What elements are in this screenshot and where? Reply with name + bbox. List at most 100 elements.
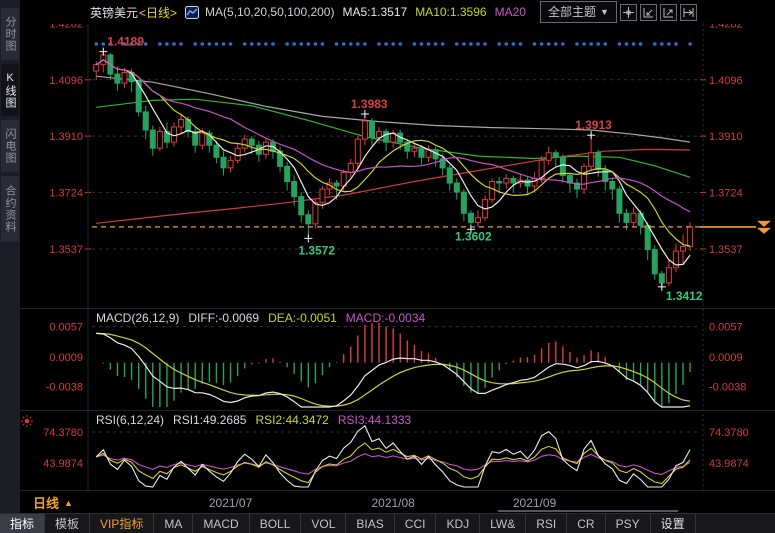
signal-dot [440, 42, 445, 46]
candle-body [475, 217, 482, 223]
candle-body [453, 182, 460, 193]
signal-dot [688, 42, 692, 46]
macd-diff-value: DIFF:-0.0069 [188, 311, 260, 325]
tab-rsi[interactable]: RSI [526, 514, 568, 533]
tab-boll[interactable]: BOLL [250, 514, 302, 533]
candle-body [171, 126, 178, 143]
candle-body [121, 72, 128, 84]
price-annotation: 1.4189 [107, 35, 144, 49]
price-flag-icon [757, 227, 771, 234]
theme-dropdown-button[interactable]: 全部主题 ▼ [539, 1, 617, 23]
signal-dot [391, 42, 395, 46]
scrollbar-indicator[interactable] [498, 510, 678, 512]
candle-body [432, 149, 439, 160]
main-y-label-right: 1.4096 [709, 75, 743, 87]
zoom-in-button[interactable] [659, 3, 677, 21]
divider-main-macd [20, 308, 775, 309]
period-label-text: 日线 [33, 496, 60, 511]
candle-body [510, 177, 517, 184]
rsi-y-label-left: 74.3780 [43, 427, 83, 439]
candle-body [418, 147, 425, 158]
candle-body [255, 144, 262, 155]
candle-body [93, 64, 100, 72]
period-selector[interactable]: 日线 ▲ [33, 493, 73, 512]
price-annotation: 1.3913 [575, 118, 612, 132]
candle-body [411, 147, 418, 152]
alert-dot-icon [24, 418, 30, 424]
candle-body [376, 131, 383, 139]
signal-dot [483, 42, 487, 46]
tab-indicator[interactable]: 指标 [0, 514, 46, 533]
sidebar-tab-kline[interactable]: K线图 [1, 64, 19, 116]
theme-dropdown-label: 全部主题 [547, 5, 596, 19]
signal-dot [589, 42, 593, 46]
signal-dot [377, 42, 381, 46]
ma10-value-label: MA10:1.3596 [415, 5, 487, 19]
candle-body [658, 273, 665, 284]
signal-dot [129, 42, 134, 46]
sidebar: 分时图 K线图 闪电图 合约资料 [0, 0, 20, 513]
candle-body [503, 177, 510, 184]
zoom-in-icon [663, 7, 673, 17]
candle-body [206, 132, 213, 146]
tab-vip-indicator[interactable]: VIP指标 [90, 514, 155, 533]
tab-template[interactable]: 模板 [45, 514, 91, 533]
candle-body [573, 182, 580, 190]
candle-body [545, 152, 552, 161]
rsi3-value: RSI3:44.1333 [337, 413, 412, 427]
signal-dot [596, 42, 600, 46]
tab-cci[interactable]: CCI [395, 514, 437, 533]
signal-dot [136, 42, 141, 46]
signal-dot [426, 42, 431, 46]
topbar: 英镑美元 <日线> MA(5,10,20,50,100,200) MA5:1.3… [20, 0, 775, 24]
signal-dot [617, 42, 622, 46]
signal-dot [200, 42, 205, 46]
candle-body [354, 138, 361, 164]
sidebar-tab-lightning[interactable]: 闪电图 [1, 120, 19, 172]
candle-body [312, 202, 319, 225]
tab-ma[interactable]: MA [154, 514, 194, 533]
tab-vol[interactable]: VOL [301, 514, 347, 533]
sidebar-tab-contract-info[interactable]: 合约资料 [1, 176, 19, 242]
candle-body [552, 152, 559, 158]
zoom-out-icon [643, 7, 653, 17]
signal-dot [462, 42, 466, 46]
macd-y-label-left: 0.0009 [49, 352, 83, 364]
signal-dot [264, 42, 268, 46]
signal-dot [469, 42, 473, 46]
crosshair-tool-button[interactable] [619, 3, 637, 21]
tab-macd[interactable]: MACD [193, 514, 250, 533]
ma-group-label: MA(5,10,20,50,100,200) [205, 5, 335, 19]
alert-dot-ray [22, 416, 25, 419]
candle-body [178, 118, 185, 128]
tab-lw[interactable]: LW& [480, 514, 527, 533]
candle-body [559, 156, 566, 176]
indicator-toolbar: 指标 模板 VIP指标 MA MACD BOLL VOL BIAS CCI KD… [0, 513, 775, 533]
tab-cr[interactable]: CR [567, 514, 606, 533]
candle-body [305, 214, 312, 225]
tab-psy[interactable]: PSY [606, 514, 651, 533]
pan-right-button[interactable] [679, 3, 697, 21]
signal-dot [214, 42, 219, 46]
candle-body [397, 132, 404, 143]
crosshair-icon [622, 6, 634, 18]
signal-dot [638, 42, 643, 46]
signal-dot [179, 42, 183, 46]
sidebar-tab-timeshare[interactable]: 分时图 [1, 8, 19, 60]
signal-dot [271, 42, 275, 46]
divider-rsi-dates [20, 490, 775, 491]
signal-dot [384, 42, 388, 46]
signal-dot [652, 42, 657, 46]
candle-body [651, 249, 658, 275]
macd-dea-value: DEA:-0.0051 [268, 311, 337, 325]
candle-body [439, 158, 446, 169]
zoom-out-button[interactable] [639, 3, 657, 21]
signal-dot [158, 42, 162, 46]
tab-bias[interactable]: BIAS [346, 514, 395, 533]
tab-kdj[interactable]: KDJ [436, 514, 481, 533]
candle-body [446, 167, 453, 184]
tab-settings[interactable]: 设置 [651, 514, 696, 533]
candle-body [368, 120, 375, 139]
